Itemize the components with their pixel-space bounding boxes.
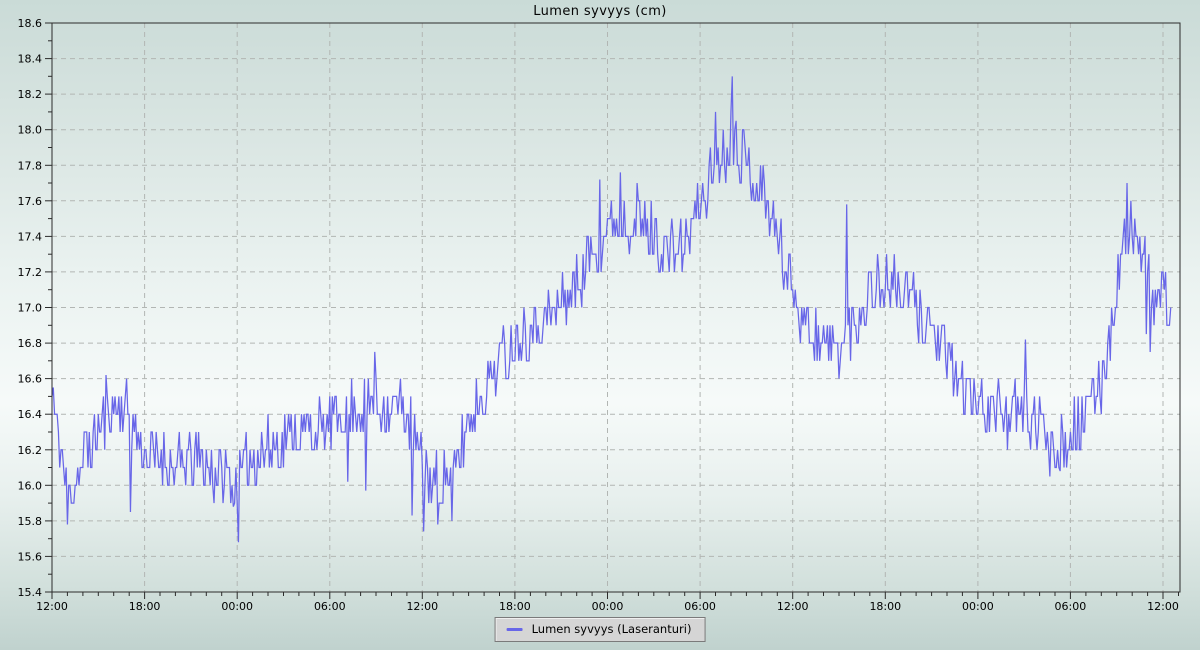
x-tick-label: 12:00 — [777, 600, 809, 613]
x-tick-label: 12:00 — [1147, 600, 1179, 613]
y-tick-label: 17.4 — [18, 230, 43, 243]
y-tick-label: 16.2 — [18, 444, 43, 457]
y-tick-label: 16.4 — [18, 408, 43, 421]
axis-ticks — [45, 22, 1179, 599]
legend-line-sample-icon — [506, 627, 523, 631]
y-tick-label: 18.4 — [18, 53, 43, 66]
y-tick-label: 15.6 — [18, 550, 43, 563]
x-tick-label: 00:00 — [592, 600, 624, 613]
y-tick-label: 16.0 — [18, 479, 43, 492]
chart-legend: Lumen syvyys (Laseranturi) — [494, 617, 706, 642]
x-tick-label: 00:00 — [962, 600, 994, 613]
x-tick-label: 06:00 — [684, 600, 716, 613]
x-tick-label: 00:00 — [221, 600, 253, 613]
y-tick-label: 15.4 — [18, 586, 43, 599]
y-tick-label: 18.6 — [18, 17, 43, 30]
y-tick-label: 16.6 — [18, 373, 43, 386]
plot-border — [51, 22, 1181, 593]
x-tick-label: 12:00 — [406, 600, 438, 613]
x-tick-label: 18:00 — [499, 600, 531, 613]
x-tick-label: 18:00 — [129, 600, 161, 613]
y-tick-label: 17.2 — [18, 266, 43, 279]
x-tick-label: 18:00 — [869, 600, 901, 613]
grid-lines — [52, 23, 1180, 592]
y-tick-label: 17.6 — [18, 195, 43, 208]
y-tick-label: 16.8 — [18, 337, 43, 350]
y-tick-label: 17.8 — [18, 159, 43, 172]
axis-labels: 15.4 15.6 15.8 16.0 16.2 16.4 16.6 16.8 17.0 17.2… — [18, 17, 1179, 613]
y-tick-label: 17.0 — [18, 302, 43, 315]
legend-series-label: Lumen syvyys (Laseranturi) — [531, 622, 692, 636]
chart-title: Lumen syvyys (cm) — [533, 4, 667, 19]
y-tick-label: 18.2 — [18, 88, 43, 101]
x-tick-label: 06:00 — [314, 600, 346, 613]
x-tick-label: 06:00 — [1055, 600, 1087, 613]
y-tick-label: 18.0 — [18, 124, 43, 137]
y-tick-label: 15.8 — [18, 515, 43, 528]
series-line-lumen-syvyys — [51, 76, 1172, 543]
x-tick-label: 12:00 — [36, 600, 68, 613]
